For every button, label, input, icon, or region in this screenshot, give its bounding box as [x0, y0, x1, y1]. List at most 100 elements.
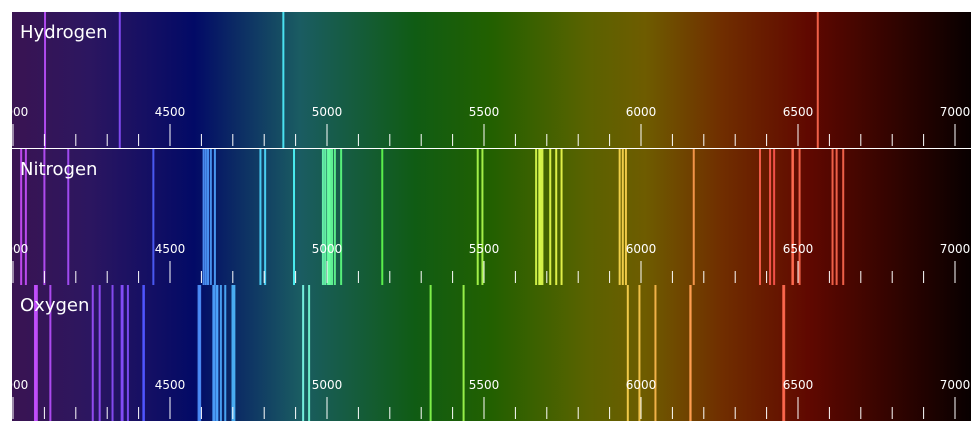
emission-line	[689, 285, 692, 421]
emission-line	[197, 285, 200, 421]
x-tick-label: 6000	[626, 242, 657, 256]
emission-line	[654, 285, 657, 421]
emission-line	[302, 285, 305, 421]
x-tick-label: 5000	[312, 378, 343, 392]
emission-line	[831, 149, 834, 285]
emission-line	[34, 285, 37, 421]
emission-line	[842, 149, 845, 285]
emission-line	[204, 149, 207, 285]
spectrum-band	[12, 12, 971, 148]
x-tick-label: 4000	[0, 105, 28, 119]
emission-line	[476, 149, 479, 285]
x-tick-label: 6500	[783, 105, 814, 119]
emission-line	[213, 285, 216, 421]
x-tick-label: 6500	[783, 242, 814, 256]
emission-line	[783, 285, 786, 421]
emission-line	[152, 149, 155, 285]
plot: Hydrogen 4000 4500 5000 5500 6000 6500 7000 Nitr…	[0, 12, 971, 421]
spectrum-band	[12, 285, 971, 421]
emission-line	[213, 149, 216, 285]
emission-line	[769, 149, 772, 285]
spectrum-band	[12, 149, 971, 285]
emission-line	[462, 285, 465, 421]
emission-line	[791, 149, 794, 285]
emission-line	[381, 149, 384, 285]
emission-line	[43, 149, 46, 285]
x-tick-label: 4000	[0, 242, 28, 256]
emission-line	[67, 149, 70, 285]
emission-line	[798, 149, 801, 285]
emission-line	[20, 149, 23, 285]
x-tick-label: 6000	[626, 378, 657, 392]
emission-line	[259, 149, 262, 285]
emission-line	[618, 149, 621, 285]
emission-line	[91, 285, 94, 421]
emission-line	[555, 149, 558, 285]
x-tick-label: 5000	[312, 105, 343, 119]
emission-line	[773, 149, 776, 285]
emission-line	[816, 12, 819, 148]
emission-line	[481, 149, 484, 285]
emission-line	[333, 149, 336, 285]
emission-line	[759, 149, 762, 285]
panel-title: Nitrogen	[20, 159, 97, 180]
emission-line	[538, 149, 541, 285]
emission-line	[340, 149, 343, 285]
emission-line	[560, 149, 563, 285]
emission-line	[24, 149, 27, 285]
emission-line	[429, 285, 432, 421]
emission-line	[624, 149, 627, 285]
emission-line	[224, 285, 227, 421]
emission-line	[111, 285, 114, 421]
emission-line	[231, 285, 234, 421]
emission-line	[216, 285, 219, 421]
emission-line	[49, 285, 52, 421]
emission-line	[206, 149, 209, 285]
x-tick-label: 5500	[469, 378, 500, 392]
emission-line	[126, 285, 129, 421]
emission-line	[535, 149, 538, 285]
emission-line	[264, 149, 267, 285]
emission-line	[209, 149, 212, 285]
emission-line	[121, 285, 124, 421]
emission-line	[331, 149, 334, 285]
emission-line	[202, 149, 205, 285]
emission-line	[44, 12, 47, 148]
x-tick-label: 5500	[469, 242, 500, 256]
emission-line	[282, 12, 285, 148]
emission-line	[621, 149, 624, 285]
emission-line	[142, 285, 145, 421]
x-tick-label: 7000	[940, 242, 971, 256]
emission-line	[233, 285, 236, 421]
x-tick-label: 4500	[155, 378, 186, 392]
emission-line	[692, 149, 695, 285]
emission-line	[308, 285, 311, 421]
emission-line	[212, 285, 215, 421]
emission-line	[329, 149, 332, 285]
x-tick-label: 7000	[940, 378, 971, 392]
emission-line	[321, 149, 324, 285]
emission-line	[541, 149, 544, 285]
emission-line	[293, 149, 296, 285]
emission-line	[626, 285, 629, 421]
x-tick-label: 5000	[312, 242, 343, 256]
emission-line	[638, 285, 641, 421]
x-tick-label: 4500	[155, 105, 186, 119]
emission-line	[219, 285, 222, 421]
emission-line	[835, 149, 838, 285]
panel-title: Oxygen	[20, 295, 89, 316]
emission-line	[324, 149, 327, 285]
emission-line	[199, 285, 202, 421]
x-tick-label: 4000	[0, 378, 28, 392]
emission-line	[98, 285, 101, 421]
x-tick-label: 7000	[940, 105, 971, 119]
emission-line	[118, 12, 121, 148]
x-tick-label: 6500	[783, 378, 814, 392]
panel-title: Hydrogen	[20, 22, 108, 43]
x-tick-label: 4500	[155, 242, 186, 256]
emission-line	[549, 149, 552, 285]
x-tick-label: 5500	[469, 105, 500, 119]
emission-line	[539, 149, 542, 285]
x-tick-label: 6000	[626, 105, 657, 119]
